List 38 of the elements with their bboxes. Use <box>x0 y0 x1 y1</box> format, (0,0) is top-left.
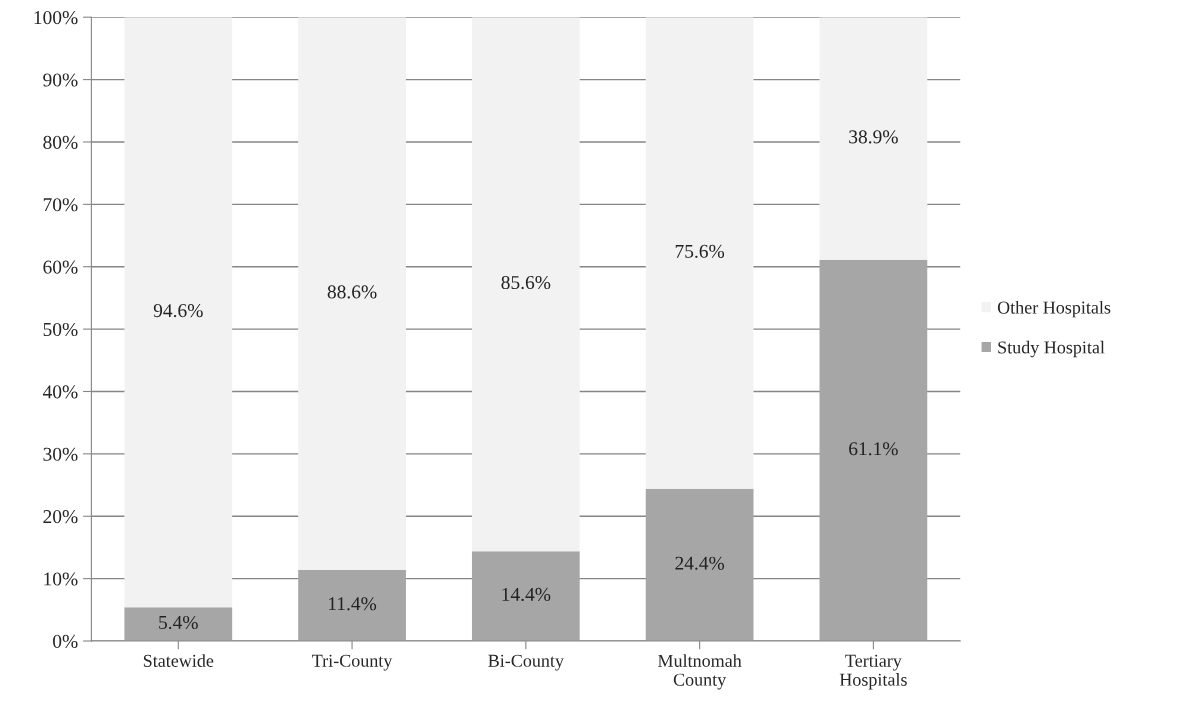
data-label: 38.9% <box>849 130 898 144</box>
y-tick-label: 20% <box>43 510 78 524</box>
y-tick-label: 90% <box>43 73 78 87</box>
bar <box>298 569 406 641</box>
bar <box>471 551 580 641</box>
data-label: 24.4% <box>675 556 725 570</box>
bar <box>645 488 754 641</box>
bar <box>819 259 928 641</box>
data-label: 5.4% <box>159 615 198 630</box>
legend-label: Study Hospital <box>998 340 1105 358</box>
data-label: 85.6% <box>501 275 551 290</box>
y-tick-label: 50% <box>43 322 78 337</box>
bar <box>298 17 406 570</box>
bar <box>645 17 754 489</box>
y-tick-label: 60% <box>43 260 78 274</box>
x-tick-label: Tertiary Hospitals <box>839 654 907 690</box>
y-tick-label: 40% <box>42 385 78 399</box>
y-tick-label: 100% <box>34 11 78 25</box>
bar <box>124 17 233 608</box>
data-label: 61.1% <box>849 442 898 456</box>
y-tick-label: 0% <box>53 634 78 648</box>
data-label: 11.4% <box>329 597 377 611</box>
y-tick-label: 80% <box>43 135 78 149</box>
x-tick-label: Tri-County <box>312 654 393 671</box>
bar <box>471 17 580 552</box>
data-label: 88.6% <box>327 285 377 299</box>
data-label: 75.6% <box>675 244 725 258</box>
x-tick-label: Multnomah County <box>658 654 742 690</box>
y-tick-label: 10% <box>44 572 78 586</box>
data-label: 94.6% <box>153 304 203 318</box>
y-tick-label: 30% <box>43 447 78 461</box>
y-tick-label: 70% <box>43 198 78 212</box>
bar <box>124 607 233 641</box>
x-tick-label: Statewide <box>143 654 214 667</box>
x-tick-label: Bi-County <box>488 654 564 671</box>
legend-label: Other Hospitals <box>997 300 1111 318</box>
bar <box>819 17 928 260</box>
data-label: 14.4% <box>502 587 551 602</box>
